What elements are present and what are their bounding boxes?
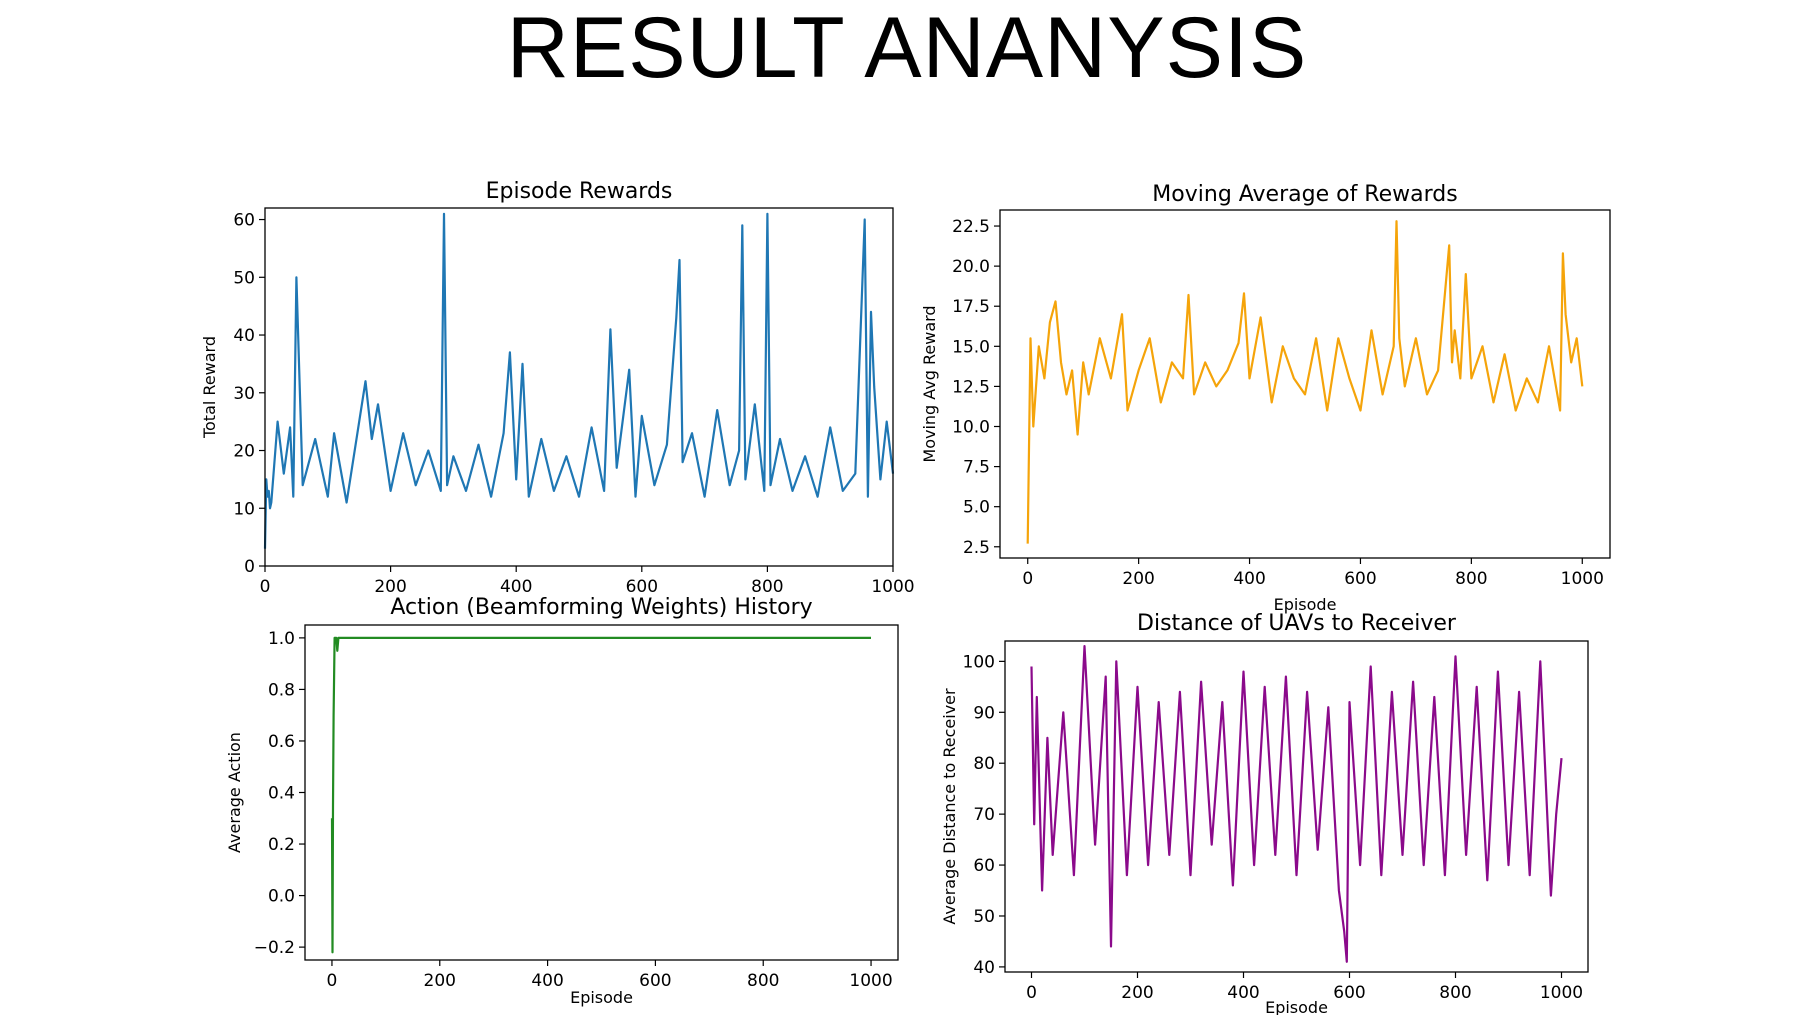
plot-frame <box>304 624 899 961</box>
y-tick-label: 1.0 <box>268 629 295 649</box>
y-tick-label: 60 <box>233 211 255 231</box>
x-tick-label: 400 <box>1227 983 1259 1003</box>
x-tick-label: 400 <box>1233 569 1265 589</box>
x-tick-label: 200 <box>1121 983 1153 1003</box>
chart-title: Distance of UAVs to Receiver <box>1137 611 1457 636</box>
x-tick-label: 200 <box>374 577 406 597</box>
y-tick-label: 50 <box>233 268 255 288</box>
x-tick-label: 0 <box>1022 569 1033 589</box>
y-tick-label: 10.0 <box>952 417 990 437</box>
x-tick-label: 0 <box>1026 983 1037 1003</box>
x-tick-label: 0 <box>327 971 338 991</box>
y-tick-label: 0.6 <box>268 732 295 752</box>
y-axis-label: Average Action <box>225 732 244 853</box>
x-tick-label: 400 <box>531 971 563 991</box>
x-axis-label: Episode <box>1274 595 1337 614</box>
x-tick-label: 200 <box>1122 569 1154 589</box>
x-tick-label: 1000 <box>849 971 892 991</box>
y-tick-label: 20 <box>233 442 255 462</box>
y-tick-label: 5.0 <box>963 498 990 518</box>
chart-title: Episode Rewards <box>486 179 673 204</box>
x-tick-label: 0 <box>260 577 271 597</box>
y-tick-label: 50 <box>973 907 995 927</box>
y-tick-label: 7.5 <box>963 458 990 478</box>
y-tick-label: 0.0 <box>268 887 295 907</box>
chart-title: Action (Beamforming Weights) History <box>390 595 812 620</box>
x-tick-label: 800 <box>747 971 779 991</box>
data-line <box>1026 220 1584 544</box>
data-line <box>330 636 871 954</box>
x-axis-label: Episode <box>570 988 633 1007</box>
y-tick-label: 60 <box>973 856 995 876</box>
x-axis-label: Episode <box>1265 998 1328 1015</box>
action-history-chart: Action (Beamforming Weights) History Aver… <box>225 595 899 1007</box>
y-tick-label: 0.8 <box>268 680 295 700</box>
y-tick-label: 100 <box>963 652 995 672</box>
x-tick-label: 800 <box>1439 983 1471 1003</box>
plot-frame <box>999 209 1611 559</box>
data-line <box>1030 644 1563 963</box>
slide-title: RESULT ANANYSIS <box>506 0 1308 96</box>
x-tick-label: 800 <box>1455 569 1487 589</box>
x-tick-label: 600 <box>1344 569 1376 589</box>
y-tick-label: 12.5 <box>952 377 990 397</box>
y-axis-label: Total Reward <box>200 336 219 439</box>
y-tick-label: 40 <box>973 958 995 978</box>
y-tick-label: −0.2 <box>254 938 295 958</box>
x-tick-label: 600 <box>639 971 671 991</box>
y-tick-label: 40 <box>233 326 255 346</box>
y-tick-label: 15.0 <box>952 337 990 357</box>
moving-average-chart: Moving Average of Rewards Moving Avg Rewa… <box>920 182 1611 614</box>
plot-frame <box>264 207 894 567</box>
distance-chart: Distance of UAVs to Receiver Average Dist… <box>940 611 1589 1015</box>
y-tick-label: 10 <box>233 499 255 519</box>
y-tick-label: 70 <box>973 805 995 825</box>
plot-frame <box>1004 640 1589 973</box>
x-tick-label: 800 <box>751 577 783 597</box>
y-tick-label: 80 <box>973 754 995 774</box>
y-tick-label: 90 <box>973 703 995 723</box>
x-tick-label: 600 <box>1333 983 1365 1003</box>
y-tick-label: 2.5 <box>963 538 990 558</box>
y-axis-label: Moving Avg Reward <box>920 305 939 462</box>
data-line <box>263 212 895 549</box>
x-tick-label: 200 <box>424 971 456 991</box>
x-tick-label: 400 <box>500 577 532 597</box>
x-tick-label: 1000 <box>1561 569 1604 589</box>
y-tick-label: 0.2 <box>268 835 295 855</box>
x-tick-label: 1000 <box>1540 983 1583 1003</box>
y-tick-label: 20.0 <box>952 257 990 277</box>
chart-title: Moving Average of Rewards <box>1152 182 1457 207</box>
y-tick-label: 30 <box>233 384 255 404</box>
y-axis-label: Average Distance to Receiver <box>940 688 959 925</box>
y-tick-label: 17.5 <box>952 297 990 317</box>
y-tick-label: 0 <box>244 557 255 577</box>
x-tick-label: 600 <box>626 577 658 597</box>
y-tick-label: 22.5 <box>952 217 990 237</box>
x-tick-label: 1000 <box>871 577 914 597</box>
y-tick-label: 0.4 <box>268 784 295 804</box>
